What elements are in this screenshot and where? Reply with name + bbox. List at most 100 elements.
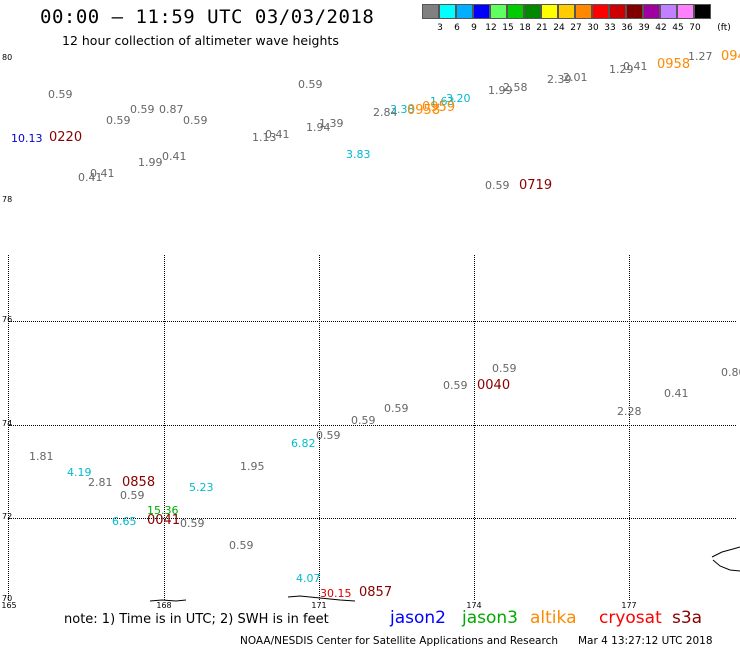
pass-time-label: 0719 <box>519 178 553 193</box>
swh-value: 0.80 <box>721 366 740 379</box>
color-scale-swatch <box>541 4 558 19</box>
swh-value: 1.95 <box>240 460 265 473</box>
swh-value: 1.94 <box>306 121 331 134</box>
swh-value: 0.59 <box>106 114 131 127</box>
swh-value: 0.59 <box>298 78 323 91</box>
swh-value: 0.59 <box>48 88 73 101</box>
color-scale-label: 3 <box>437 23 443 33</box>
pass-time-label: 0958 <box>407 103 441 118</box>
swh-value: 15.36 <box>147 504 179 517</box>
color-scale-swatch <box>694 4 711 19</box>
pass-time-label: 0959 <box>422 100 456 115</box>
lat-label-78: 78 <box>2 195 13 204</box>
color-scale-label: 24 <box>553 23 565 33</box>
color-scale-label: 12 <box>485 23 497 33</box>
lat-label-80: 80 <box>2 53 13 62</box>
swh-value: 6.65 <box>112 515 137 528</box>
color-scale-label: 15 <box>502 23 514 33</box>
swh-value: 3.20 <box>446 92 471 105</box>
color-scale-swatch <box>643 4 660 19</box>
swh-value: 5.23 <box>189 481 214 494</box>
lon-label-168: 168 <box>156 601 172 610</box>
pass-time-label: 094 <box>721 49 740 64</box>
color-scale-swatch <box>507 4 524 19</box>
swh-value: 4.19 <box>67 466 92 479</box>
swh-value: 0.59 <box>120 489 145 502</box>
swh-value: 10.13 <box>11 132 43 145</box>
color-scale-label: 18 <box>519 23 531 33</box>
swh-value: 0.41 <box>90 167 115 180</box>
swh-value: 1.99 <box>488 84 513 97</box>
swh-value: 0.41 <box>78 171 103 184</box>
swh-value: 1.63 <box>430 95 455 108</box>
swh-value: 0.59 <box>485 179 510 192</box>
color-scale-label: 6 <box>454 23 460 33</box>
legend-cryosat: cryosat <box>599 608 662 628</box>
swh-value: 2.84 <box>373 106 398 119</box>
swh-value: 4.07 <box>296 572 321 585</box>
swh-value: 30.15 <box>320 587 352 600</box>
color-scale-swatch <box>524 4 541 19</box>
swh-value: 1.81 <box>29 450 54 463</box>
lat-label-74: 74 <box>2 419 13 428</box>
color-scale-label: 45 <box>672 23 684 33</box>
color-scale-label: 70 <box>689 23 701 33</box>
lat-label-72: 72 <box>2 512 13 521</box>
swh-value: 0.59 <box>180 517 205 530</box>
map-subtitle: 12 hour collection of altimeter wave hei… <box>62 33 339 48</box>
grid-line-lon-174 <box>474 255 475 600</box>
swh-value: 0.59 <box>384 402 409 415</box>
swh-value: 3.83 <box>346 148 371 161</box>
color-scale-label: 33 <box>604 23 616 33</box>
swh-value: 6.82 <box>291 437 316 450</box>
swh-value: 0.59 <box>229 539 254 552</box>
swh-value: 0.59 <box>492 362 517 375</box>
swh-value: 2.81 <box>88 476 113 489</box>
grid-line-lat-74 <box>8 425 736 426</box>
color-scale-swatch <box>575 4 592 19</box>
swh-value: 1.39 <box>319 117 344 130</box>
grid-line-lon-165 <box>8 255 9 600</box>
color-scale-label: 30 <box>587 23 599 33</box>
lon-label-177: 177 <box>621 601 637 610</box>
color-scale-swatch <box>677 4 694 19</box>
pass-time-label: 0857 <box>359 585 393 600</box>
coastline-segment <box>149 599 187 602</box>
color-scale-swatch <box>609 4 626 19</box>
pass-time-label: 0958 <box>657 57 691 72</box>
grid-line-lon-177 <box>629 255 630 600</box>
color-scale-swatch <box>456 4 473 19</box>
swh-value: 0.41 <box>265 128 290 141</box>
color-scale-swatch <box>422 4 439 19</box>
grid-line-lon-168 <box>164 255 165 600</box>
color-scale-swatch <box>558 4 575 19</box>
grid-line-lat-72 <box>8 518 736 519</box>
legend-jason2: jason2 <box>390 608 446 628</box>
footer-agency: NOAA/NESDIS Center for Satellite Applica… <box>240 635 558 647</box>
grid-line-lon-171 <box>319 255 320 600</box>
swh-value: 0.41 <box>623 60 648 73</box>
color-scale-swatch <box>473 4 490 19</box>
map-title: 00:00 – 11:59 UTC 03/03/2018 <box>40 6 375 28</box>
color-scale-label: 9 <box>471 23 477 33</box>
color-scale-label: 21 <box>536 23 548 33</box>
color-scale-label: 36 <box>621 23 633 33</box>
color-scale-swatch <box>626 4 643 19</box>
legend-jason3: jason3 <box>462 608 518 628</box>
swh-value: 0.87 <box>159 103 184 116</box>
color-scale-swatch <box>439 4 456 19</box>
swh-value: 0.41 <box>664 387 689 400</box>
swh-value: 0.41 <box>162 150 187 163</box>
swh-value: 1.99 <box>138 156 163 169</box>
swh-value: 1.29 <box>609 63 634 76</box>
color-scale-unit: (ft) <box>717 23 731 33</box>
color-scale-label: 27 <box>570 23 582 33</box>
coastline-segment <box>287 595 356 602</box>
color-scale-label: 39 <box>638 23 650 33</box>
color-scale-swatch <box>592 4 609 19</box>
swh-value: 1.13 <box>252 131 277 144</box>
coastline-segment <box>711 546 740 572</box>
swh-value: 1.27 <box>688 50 713 63</box>
swh-value: 2.39 <box>547 73 572 86</box>
